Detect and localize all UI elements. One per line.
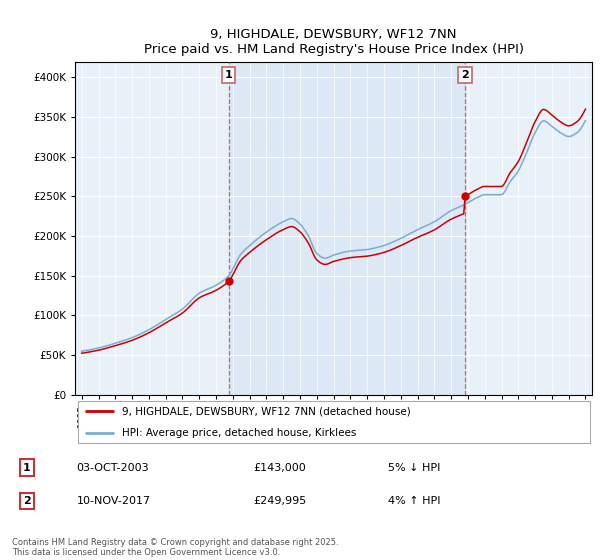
Text: £249,995: £249,995 <box>253 496 306 506</box>
Text: 1: 1 <box>225 70 233 80</box>
Text: £143,000: £143,000 <box>253 463 306 473</box>
Text: 1: 1 <box>23 463 31 473</box>
Text: 9, HIGHDALE, DEWSBURY, WF12 7NN (detached house): 9, HIGHDALE, DEWSBURY, WF12 7NN (detache… <box>122 406 410 416</box>
Text: 2: 2 <box>23 496 31 506</box>
Text: Contains HM Land Registry data © Crown copyright and database right 2025.
This d: Contains HM Land Registry data © Crown c… <box>12 538 338 557</box>
Text: 4% ↑ HPI: 4% ↑ HPI <box>388 496 440 506</box>
Title: 9, HIGHDALE, DEWSBURY, WF12 7NN
Price paid vs. HM Land Registry's House Price In: 9, HIGHDALE, DEWSBURY, WF12 7NN Price pa… <box>143 28 524 56</box>
Text: 2: 2 <box>461 70 469 80</box>
Bar <box>229 62 465 395</box>
Text: 10-NOV-2017: 10-NOV-2017 <box>77 496 151 506</box>
Text: 5% ↓ HPI: 5% ↓ HPI <box>388 463 440 473</box>
Text: 03-OCT-2003: 03-OCT-2003 <box>77 463 149 473</box>
FancyBboxPatch shape <box>77 400 590 444</box>
Text: HPI: Average price, detached house, Kirklees: HPI: Average price, detached house, Kirk… <box>122 428 356 438</box>
